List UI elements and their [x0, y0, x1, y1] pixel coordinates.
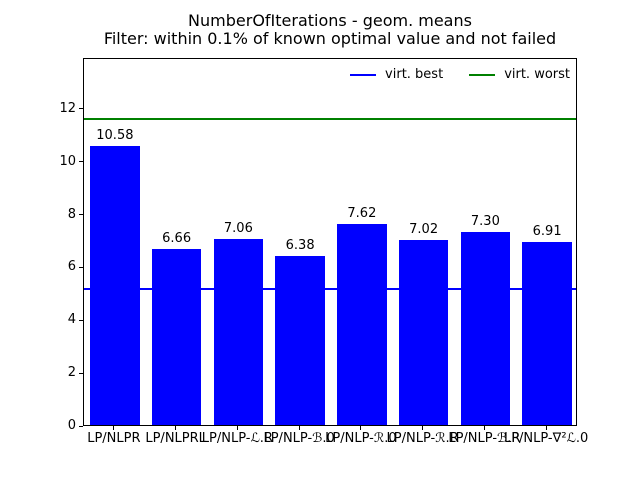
legend-label: virt. worst [504, 67, 570, 82]
bar [522, 242, 572, 425]
x-tick-label: LP/NLP-∇²ℒ.0 [503, 431, 589, 446]
y-tick-mark [79, 108, 83, 110]
y-tick-mark [79, 266, 83, 268]
x-tick-label: LP/NLP-ℬ.R [448, 431, 521, 446]
bar [460, 232, 511, 425]
y-tick-label: 0 [67, 418, 76, 433]
x-tick-mark [545, 426, 547, 430]
bar [151, 249, 202, 425]
chart-title: NumberOfIterations - geom. means [188, 11, 472, 30]
bar-value-label: 7.06 [223, 220, 253, 236]
legend-item: virt. worst [469, 67, 570, 82]
legend-line-icon [350, 73, 377, 76]
bar-value-label: 6.91 [532, 224, 562, 240]
y-tick-mark [79, 425, 83, 427]
x-tick-label: LP/NLP-ℬ.0 [263, 431, 335, 446]
bar-value-label: 6.66 [162, 231, 192, 247]
bar-value-label: 7.30 [470, 214, 500, 230]
bar [275, 256, 325, 425]
legend: virt. best virt. worst [350, 67, 570, 82]
y-tick-mark [79, 372, 83, 374]
bar-value-label: 10.58 [96, 127, 134, 143]
legend-line-icon [469, 73, 496, 76]
bar [90, 145, 140, 425]
x-tick-mark [483, 426, 485, 430]
x-tick-mark [236, 426, 238, 430]
bar-value-label: 6.38 [285, 238, 315, 254]
bar [337, 223, 387, 425]
x-tick-mark [360, 426, 362, 430]
reference-line-virt-worst [84, 118, 576, 121]
x-tick-label: LP/NLP-ℛ.R [386, 431, 459, 446]
bar-value-label: 7.02 [409, 221, 439, 237]
y-tick-mark [79, 214, 83, 216]
y-tick-label: 8 [67, 206, 76, 222]
plot-area: virt. best virt. worst 10.58 6.66 7.06 6.38 7… [83, 58, 577, 426]
y-tick-label: 6 [67, 259, 76, 275]
bar [398, 239, 449, 425]
x-tick-label: LP/NLP-ℛ.0 [325, 431, 397, 446]
x-tick-label: LP/NLPRL [145, 431, 206, 446]
legend-label: virt. best [385, 67, 444, 82]
chart-subtitle: Filter: within 0.1% of known optimal val… [103, 29, 557, 48]
legend-item: virt. best [350, 67, 443, 82]
y-tick-mark [79, 161, 83, 163]
y-tick-label: 12 [59, 100, 76, 116]
x-tick-label: LP/NLP-ℒ.R [201, 431, 273, 446]
bar [213, 238, 264, 425]
x-tick-mark [422, 426, 424, 430]
x-tick-label: LP/NLPR [87, 431, 141, 446]
y-tick-label: 4 [67, 312, 76, 328]
y-tick-mark [79, 319, 83, 321]
chart-title-block: NumberOfIterations - geom. means Filter:… [83, 12, 577, 48]
y-tick-label: 2 [67, 365, 76, 381]
x-tick-mark [298, 426, 300, 430]
y-tick-label: 10 [59, 153, 76, 169]
reference-line-virt-best [84, 288, 576, 291]
bar-value-label: 7.62 [347, 205, 377, 221]
x-tick-mark [175, 426, 177, 430]
x-tick-mark [113, 426, 115, 430]
